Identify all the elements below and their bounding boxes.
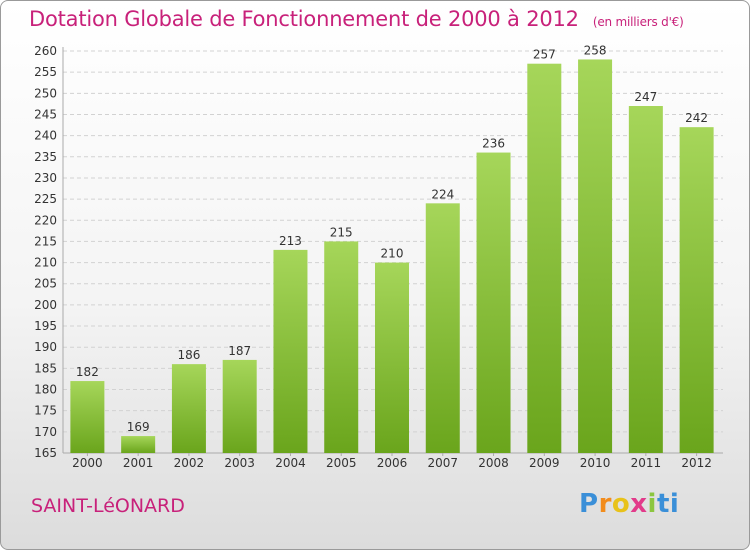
y-tick-label: 195 bbox=[34, 319, 57, 333]
y-tick-label: 240 bbox=[34, 129, 57, 143]
logo-letter: o bbox=[611, 489, 631, 519]
x-tick-label: 2005 bbox=[326, 456, 357, 470]
y-tick-label: 185 bbox=[34, 361, 57, 375]
y-tick-label: 175 bbox=[34, 404, 57, 418]
x-tick-label: 2011 bbox=[631, 456, 662, 470]
bar-2012 bbox=[679, 127, 714, 453]
bar-2011 bbox=[628, 106, 663, 453]
bar-2006 bbox=[375, 262, 409, 453]
x-tick-label: 2000 bbox=[72, 456, 103, 470]
data-label: 169 bbox=[127, 420, 150, 434]
y-tick-label: 245 bbox=[34, 107, 57, 121]
y-tick-label: 165 bbox=[34, 446, 57, 460]
data-label: 247 bbox=[634, 90, 657, 104]
x-tick-label: 2009 bbox=[529, 456, 560, 470]
data-label: 236 bbox=[482, 137, 505, 151]
bar-2007 bbox=[425, 203, 460, 453]
data-label: 182 bbox=[76, 365, 99, 379]
bar-2010 bbox=[578, 59, 613, 453]
logo-letter: r bbox=[598, 489, 612, 519]
logo-letter: x bbox=[630, 489, 648, 519]
y-tick-label: 205 bbox=[34, 277, 57, 291]
x-tick-label: 2007 bbox=[427, 456, 458, 470]
logo-letter: P bbox=[579, 489, 599, 519]
y-tick-label: 260 bbox=[34, 44, 57, 58]
data-label: 242 bbox=[685, 111, 708, 125]
x-tick-label: 2004 bbox=[275, 456, 306, 470]
x-tick-label: 2008 bbox=[478, 456, 509, 470]
x-tick-label: 2006 bbox=[377, 456, 408, 470]
unit-label: (en milliers d'€) bbox=[592, 15, 684, 29]
y-tick-label: 235 bbox=[34, 150, 57, 164]
data-label: 215 bbox=[330, 225, 353, 239]
x-tick-label: 2012 bbox=[681, 456, 712, 470]
data-label: 224 bbox=[431, 187, 454, 201]
y-tick-label: 170 bbox=[34, 425, 57, 439]
logo-letter: i bbox=[647, 489, 657, 519]
bar-2003 bbox=[222, 359, 257, 453]
chart-title: Dotation Globale de Fonctionnement de 20… bbox=[29, 7, 684, 31]
logo-letter: ti bbox=[656, 489, 680, 519]
x-tick-label: 2002 bbox=[174, 456, 205, 470]
proxiti-logo: Proxiti bbox=[579, 489, 679, 519]
y-tick-label: 255 bbox=[34, 65, 57, 79]
x-tick-label: 2001 bbox=[123, 456, 154, 470]
y-tick-label: 180 bbox=[34, 383, 57, 397]
bar-2002 bbox=[171, 364, 206, 453]
y-tick-label: 210 bbox=[34, 256, 57, 270]
y-tick-label: 230 bbox=[34, 171, 57, 185]
x-tick-label: 2003 bbox=[224, 456, 255, 470]
data-label: 213 bbox=[279, 234, 302, 248]
chart-title-text: Dotation Globale de Fonctionnement de 20… bbox=[29, 7, 579, 31]
y-tick-label: 200 bbox=[34, 298, 57, 312]
y-tick-label: 215 bbox=[34, 234, 57, 248]
bar-2004 bbox=[273, 249, 308, 453]
bar-2009 bbox=[527, 63, 562, 454]
data-label: 258 bbox=[584, 43, 607, 57]
data-label: 210 bbox=[381, 247, 404, 261]
y-tick-label: 190 bbox=[34, 340, 57, 354]
x-tick-label: 2010 bbox=[580, 456, 611, 470]
y-tick-label: 225 bbox=[34, 192, 57, 206]
data-label: 186 bbox=[177, 348, 200, 362]
y-tick-label: 220 bbox=[34, 213, 57, 227]
bar-2008 bbox=[476, 152, 511, 453]
bar-2001 bbox=[121, 436, 156, 453]
bar-2000 bbox=[70, 381, 105, 453]
data-label: 187 bbox=[228, 344, 251, 358]
bar-2005 bbox=[324, 241, 359, 453]
y-tick-label: 250 bbox=[34, 86, 57, 100]
data-label: 257 bbox=[533, 48, 556, 62]
city-name: SAINT-LéONARD bbox=[31, 495, 185, 517]
